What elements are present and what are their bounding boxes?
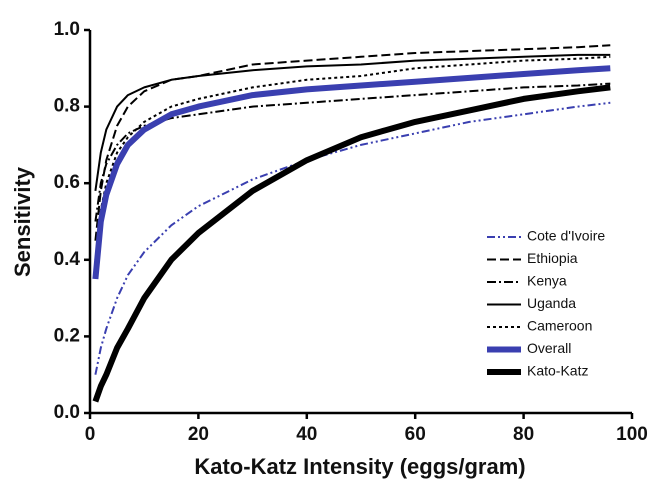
legend-label: Ethiopia <box>527 250 578 266</box>
y-tick-label: 0.4 <box>54 249 81 270</box>
series-line <box>92 65 611 280</box>
series-line <box>94 44 611 241</box>
legend-label: Overall <box>527 340 571 356</box>
series-line <box>92 84 611 403</box>
series-line <box>94 101 611 375</box>
x-tick-label: 40 <box>296 424 317 445</box>
series-line <box>94 53 611 192</box>
x-tick-label: 60 <box>405 424 426 445</box>
legend-label: Kato-Katz <box>527 363 588 379</box>
x-axis-label: Kato-Katz Intensity (eggs/gram) <box>194 454 525 479</box>
y-tick-label: 0.8 <box>54 96 80 117</box>
y-axis-label: Sensitivity <box>10 166 35 277</box>
x-tick-label: 100 <box>616 424 648 445</box>
y-tick-label: 0.6 <box>54 172 80 193</box>
x-tick-label: 0 <box>85 424 96 445</box>
legend-label: Uganda <box>527 295 576 311</box>
legend-label: Cote d'Ivoire <box>527 228 605 244</box>
x-tick-label: 20 <box>188 424 209 445</box>
y-tick-label: 0.0 <box>54 402 80 423</box>
series-line <box>94 55 611 260</box>
legend-label: Kenya <box>527 273 567 289</box>
y-tick-label: 0.2 <box>54 325 80 346</box>
legend-label: Cameroon <box>527 318 592 334</box>
x-tick-label: 80 <box>513 424 534 445</box>
y-tick-label: 1.0 <box>54 19 80 40</box>
series-line <box>94 82 611 222</box>
